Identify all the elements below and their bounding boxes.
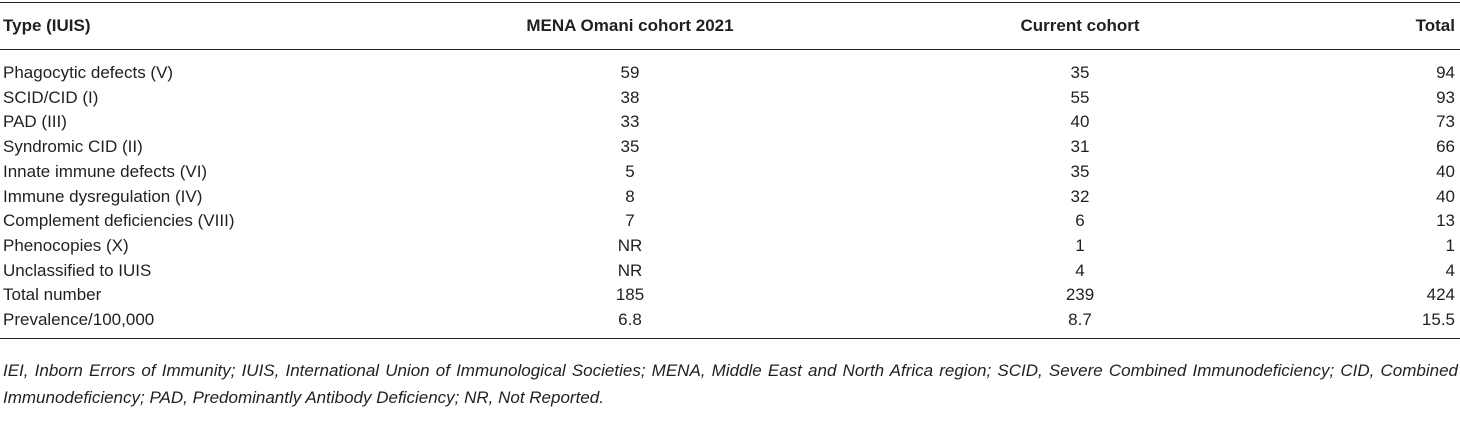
header-cell: Current cohort [1020, 16, 1140, 35]
table-cell: 8.7 [1068, 310, 1092, 329]
bottom-rule [0, 338, 1460, 339]
header-cell: Type (IUIS) [3, 16, 91, 35]
table-cell: 7 [625, 211, 635, 231]
table-cell: 33 [620, 112, 640, 132]
table-cell: 35 [620, 137, 640, 157]
table-cell: 38 [620, 87, 640, 107]
table-cell: 32 [1070, 186, 1090, 206]
table-cell: 1 [1075, 235, 1085, 255]
table-cell: 40 [1070, 112, 1090, 132]
table-cell: 15.5 [1421, 310, 1455, 329]
table-cell: Syndromic CID (II) [3, 137, 143, 157]
table-cell: Innate immune defects (VI) [3, 161, 208, 181]
table-cell: 6 [1075, 211, 1085, 231]
table-cell: Unclassified to IUIS [3, 260, 152, 280]
table-cell: 185 [615, 285, 645, 305]
header-cell: Total [1415, 16, 1455, 35]
table-cell: 4 [1445, 260, 1455, 280]
table-cell: 13 [1436, 211, 1455, 231]
table-cell: 59 [620, 63, 640, 82]
table-cell: Immune dysregulation (IV) [3, 186, 203, 206]
table-cell: Phenocopies (X) [3, 235, 129, 255]
header-cell: MENA Omani cohort 2021 [526, 16, 734, 35]
table-cell: 31 [1070, 137, 1090, 157]
table-cell: 40 [1436, 186, 1455, 206]
top-rule [0, 2, 1460, 3]
table-cell: 93 [1436, 87, 1455, 107]
table-cell: SCID/CID (I) [3, 87, 99, 107]
table-cell: PAD (III) [3, 112, 67, 132]
table-cell: 35 [1070, 161, 1090, 181]
table-cell: NR [617, 235, 643, 255]
table-cell: Total number [3, 285, 102, 305]
header-rule [0, 49, 1460, 50]
footnote: IEI, Inborn Errors of Immunity; IUIS, In… [3, 361, 1458, 407]
table-cell: 5 [625, 161, 635, 181]
table-cell: Complement deficiencies (VIII) [3, 211, 235, 231]
table-cell: 55 [1070, 87, 1090, 107]
table-cell: 40 [1436, 161, 1455, 181]
table-cell: 1 [1445, 235, 1455, 255]
table-cell: 8 [625, 186, 635, 206]
table-cell: 35 [1070, 63, 1090, 82]
table-cell: 239 [1065, 285, 1095, 305]
table-cell: 424 [1426, 285, 1455, 305]
table-cell: 6.8 [618, 310, 642, 329]
table-cell: 66 [1436, 137, 1455, 157]
table-cell: Phagocytic defects (V) [3, 63, 174, 82]
table-cell: Prevalence/100,000 [3, 310, 155, 329]
table-cell: 94 [1436, 63, 1455, 82]
table-cell: 73 [1436, 112, 1455, 132]
table-cell: NR [617, 260, 643, 280]
table-cell: 4 [1075, 260, 1085, 280]
